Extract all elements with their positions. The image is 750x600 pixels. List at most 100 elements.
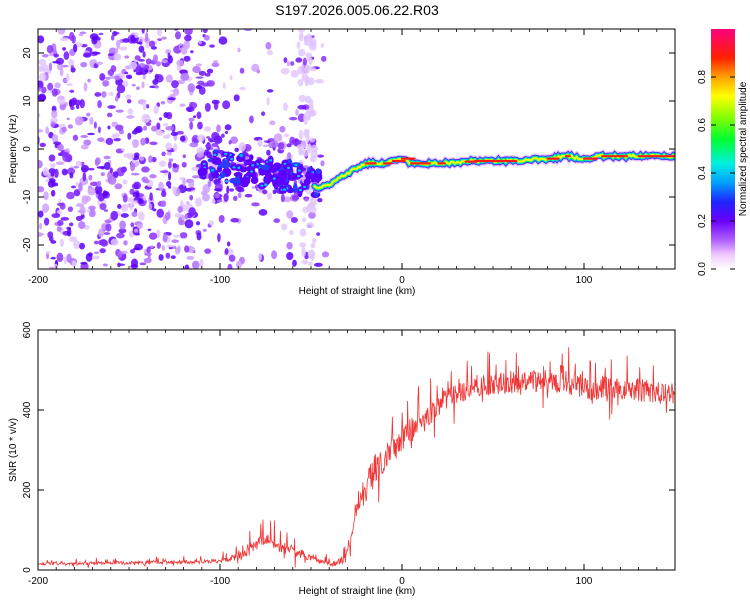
signal-blob — [198, 167, 208, 177]
noise-blob — [80, 261, 88, 265]
noise-blob — [63, 256, 67, 265]
noise-blob — [290, 216, 298, 223]
noise-blob — [160, 200, 167, 208]
noise-blob — [222, 82, 226, 90]
noise-blob — [110, 210, 119, 221]
noise-blob — [305, 52, 313, 58]
noise-blob — [167, 97, 176, 101]
colorbar-tick-label: 0.8 — [697, 70, 708, 84]
noise-blob — [244, 193, 253, 198]
noise-blob — [182, 154, 186, 159]
noise-blob — [161, 151, 166, 157]
noise-blob — [191, 260, 200, 269]
noise-blob — [49, 162, 56, 169]
noise-blob — [69, 236, 78, 243]
noise-blob — [131, 139, 139, 148]
noise-blob — [301, 259, 309, 265]
noise-blob — [152, 208, 157, 212]
noise-blob — [50, 256, 56, 260]
noise-blob — [56, 202, 65, 207]
noise-blob — [197, 134, 205, 142]
noise-blob — [48, 154, 56, 162]
noise-blob — [301, 247, 306, 258]
noise-blob — [237, 47, 241, 53]
signal-blob — [250, 176, 259, 185]
signal-blob — [233, 171, 243, 178]
noise-blob — [229, 188, 234, 192]
noise-blob — [73, 189, 81, 197]
signal-blob — [219, 171, 226, 179]
noise-blob — [94, 185, 103, 195]
signal-core — [294, 163, 298, 166]
noise-blob — [230, 136, 239, 144]
noise-blob — [138, 45, 145, 53]
noise-blob — [91, 36, 98, 45]
noise-blob — [196, 151, 204, 158]
snr-axes: -200 -100 0 100 0 200 400 600 — [22, 321, 676, 587]
noise-blob — [181, 161, 187, 168]
noise-blob — [103, 155, 111, 160]
noise-blob — [99, 248, 106, 254]
noise-blob — [138, 156, 145, 161]
noise-blob — [126, 115, 135, 119]
signal-blob — [275, 175, 286, 185]
noise-blob — [280, 67, 290, 75]
noise-blob — [114, 75, 121, 81]
noise-blob — [271, 140, 279, 148]
noise-blob — [93, 251, 100, 255]
noise-blob — [75, 160, 82, 167]
noise-blob — [194, 197, 203, 207]
noise-blob — [184, 219, 194, 229]
noise-blob — [110, 34, 115, 41]
noise-blob — [158, 181, 164, 191]
noise-blob — [112, 30, 118, 37]
noise-blob — [298, 32, 304, 42]
noise-blob — [86, 112, 91, 117]
noise-blob — [113, 137, 121, 142]
noise-blob — [226, 241, 231, 247]
noise-blob — [156, 29, 163, 37]
noise-blob — [100, 165, 106, 170]
noise-blob — [306, 204, 312, 212]
noise-blob — [59, 68, 64, 77]
noise-blob — [279, 125, 286, 133]
noise-blob — [39, 142, 46, 148]
noise-blob — [137, 199, 144, 204]
noise-blob — [136, 223, 144, 229]
noise-blob — [218, 214, 225, 223]
noise-blob — [308, 56, 313, 66]
noise-blob — [79, 242, 86, 250]
noise-blob — [317, 154, 324, 158]
noise-blob — [67, 206, 74, 212]
noise-blob — [229, 75, 233, 81]
noise-blob — [290, 69, 299, 78]
noise-blob — [108, 91, 114, 96]
snr-panel: -200 -100 0 100 0 200 400 600 Height of straigh… — [8, 321, 676, 597]
noise-blob — [196, 232, 202, 241]
noise-blob — [161, 245, 166, 251]
noise-blob — [85, 253, 93, 262]
noise-blob — [162, 135, 169, 139]
noise-blob — [158, 117, 163, 121]
noise-blob — [83, 52, 92, 58]
noise-blob — [170, 131, 179, 137]
noise-blob — [197, 121, 203, 130]
noise-blob — [221, 133, 225, 138]
noise-blob — [117, 263, 126, 266]
noise-blob — [142, 179, 150, 184]
noise-blob — [214, 192, 220, 199]
noise-blob — [134, 243, 143, 251]
noise-blob — [184, 245, 190, 253]
spectrogram-ytick-label: 0 — [22, 146, 33, 152]
noise-blob — [164, 212, 171, 221]
noise-blob — [88, 205, 96, 211]
noise-blob — [172, 143, 178, 152]
noise-blob — [130, 263, 139, 269]
noise-blob — [211, 131, 220, 141]
noise-blob — [148, 155, 153, 163]
noise-blob — [40, 86, 47, 94]
noise-blob — [195, 76, 204, 79]
noise-blob — [234, 147, 240, 153]
noise-blob — [57, 143, 64, 152]
